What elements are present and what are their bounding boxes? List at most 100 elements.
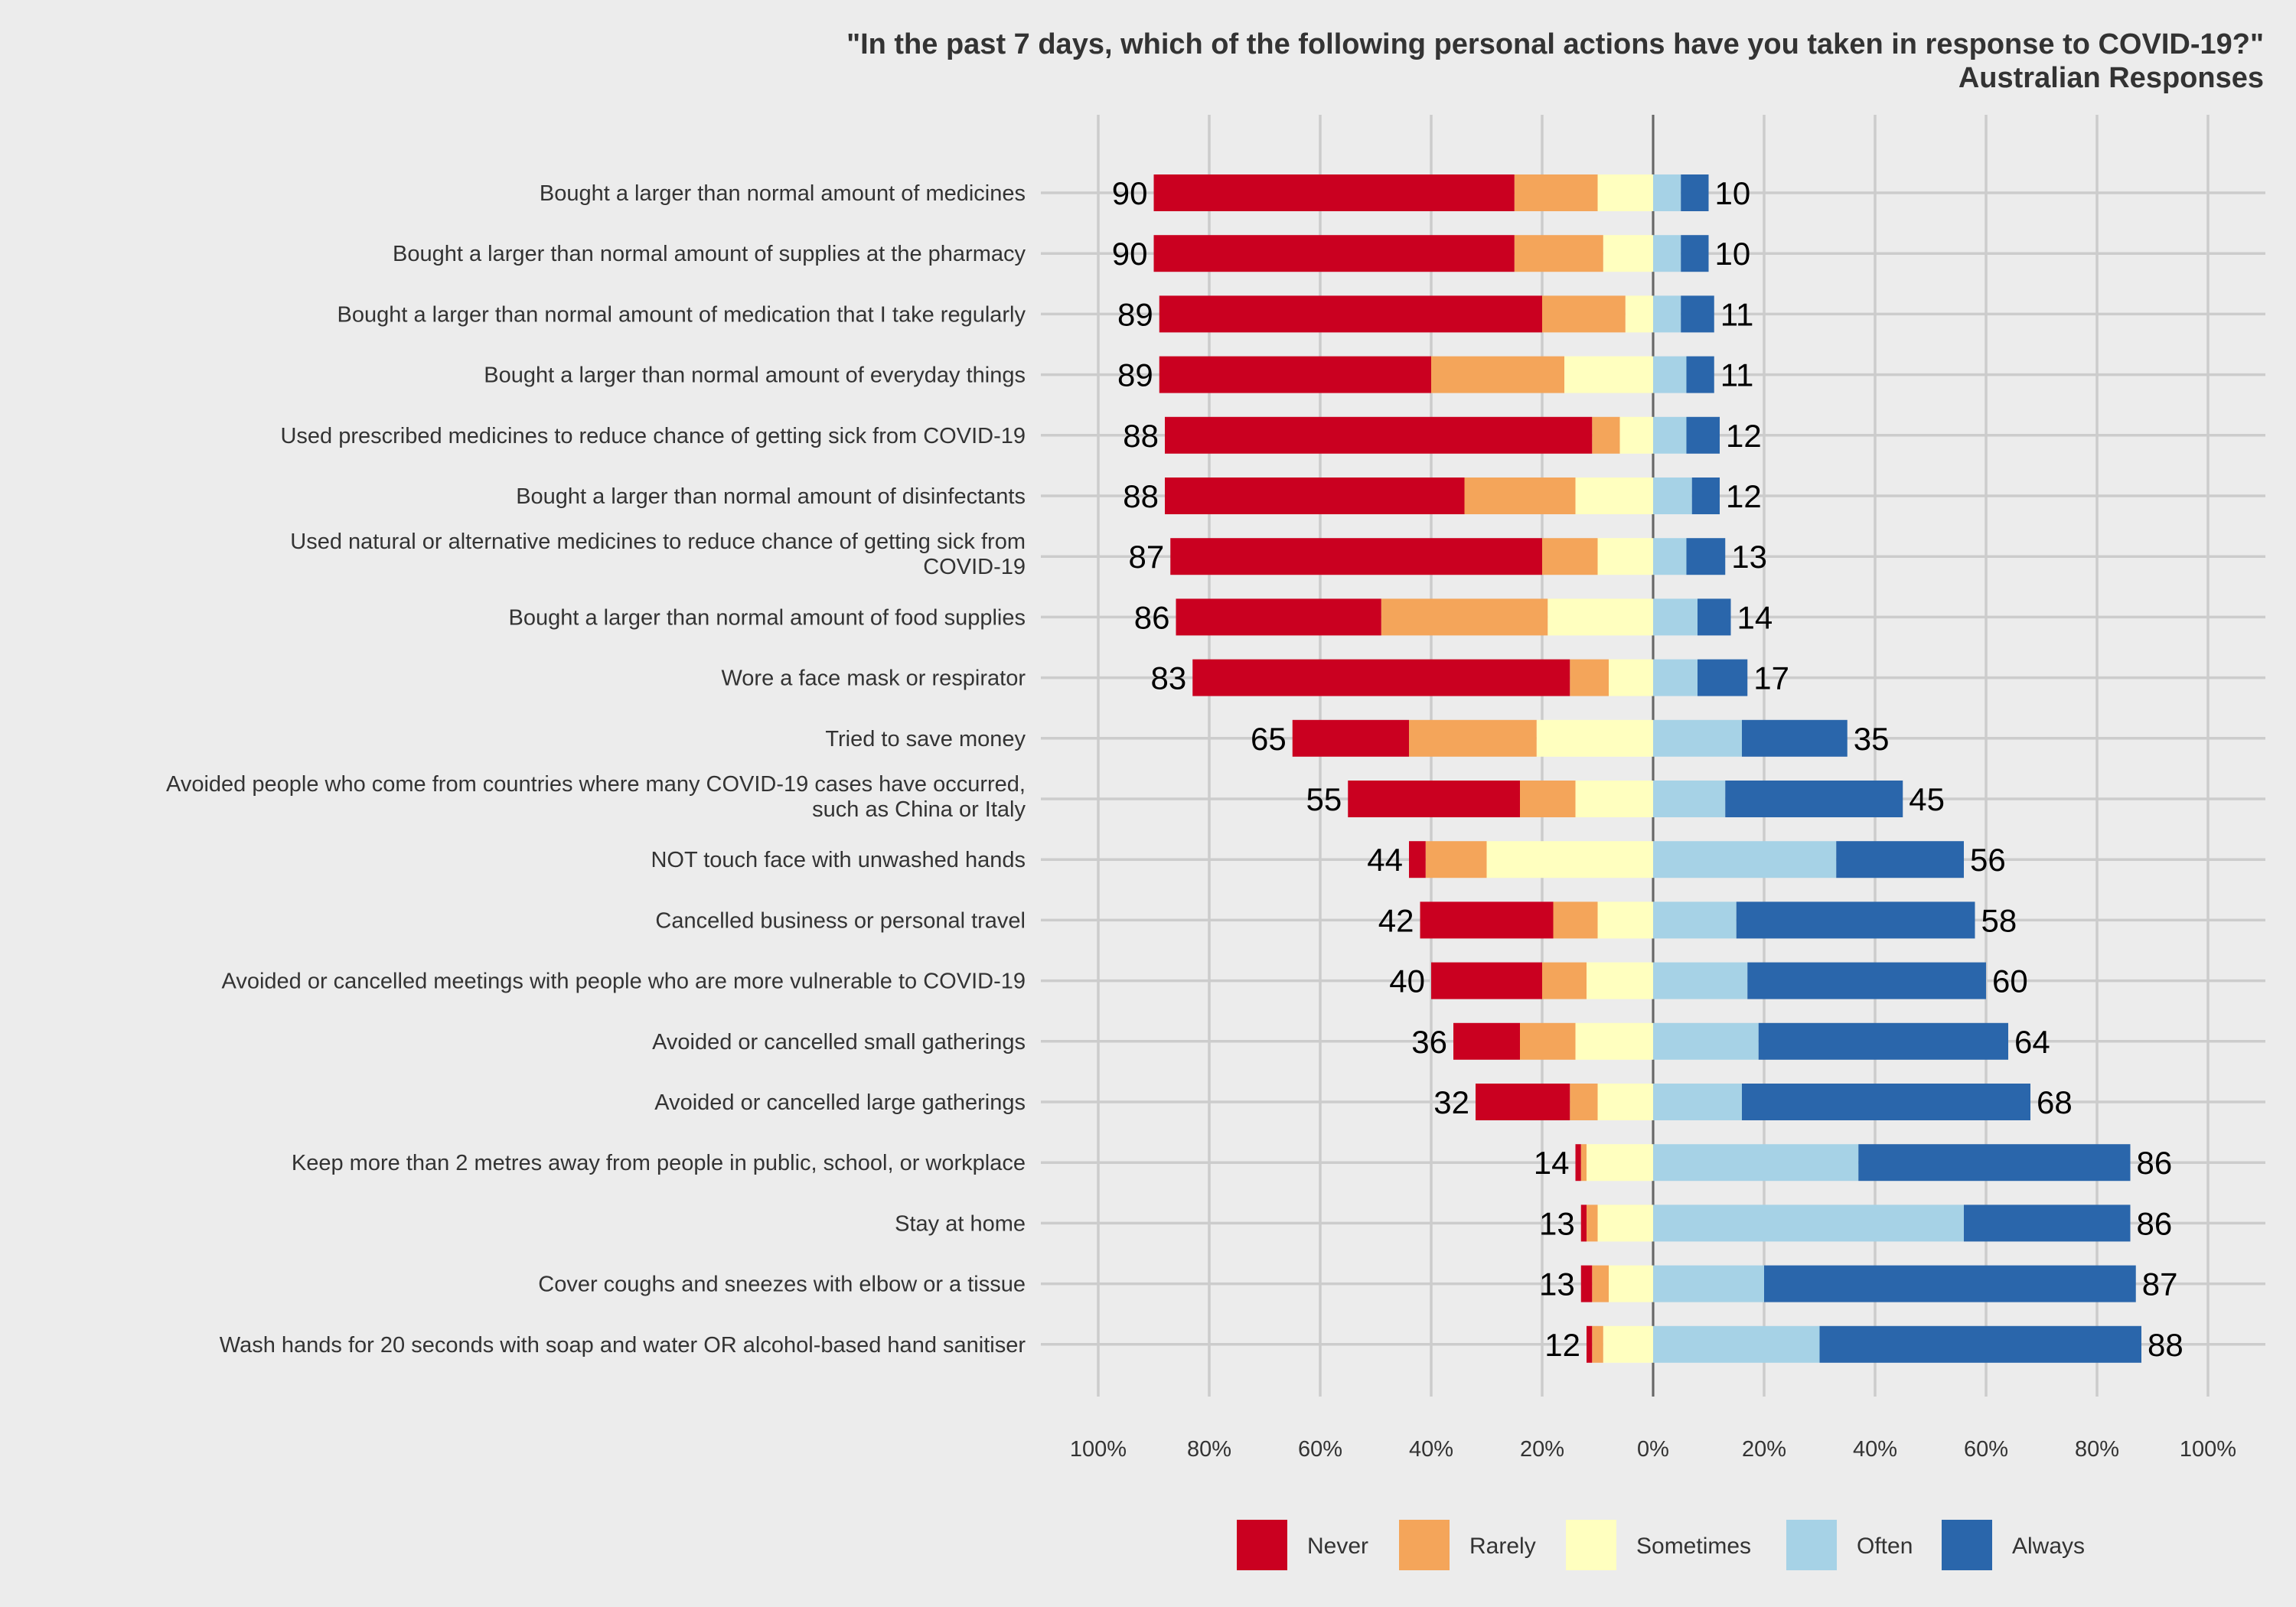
negative-total-label: 90	[1112, 236, 1148, 272]
bar-segment-rarely	[1514, 235, 1603, 272]
bar-segment-rarely	[1425, 841, 1487, 878]
negative-total-label: 83	[1151, 660, 1187, 696]
bar-segment-rarely	[1542, 538, 1598, 575]
bar-segment-sometimes	[1575, 478, 1653, 514]
legend-label-sometimes: Sometimes	[1636, 1534, 1751, 1559]
legend-swatch-never	[1237, 1520, 1287, 1570]
category-label: Used prescribed medicines to reduce chan…	[280, 424, 1026, 448]
bar-segment-always	[1747, 962, 1986, 999]
bar-segment-never	[1348, 781, 1520, 817]
category-label: Tried to save money	[825, 727, 1026, 751]
bar-segment-always	[1681, 235, 1709, 272]
category-label: Avoided or cancelled small gatherings	[652, 1030, 1026, 1054]
bar-segment-rarely	[1542, 295, 1626, 333]
bar-segment-always	[1758, 1022, 2008, 1060]
bar-segment-sometimes	[1587, 962, 1653, 999]
bar-segment-sometimes	[1609, 659, 1653, 696]
bar-segment-often	[1653, 901, 1737, 939]
bar-segment-never	[1170, 538, 1542, 575]
bar-segment-always	[1698, 598, 1731, 636]
negative-total-label: 36	[1411, 1024, 1447, 1060]
category-label: Used natural or alternative medicines to…	[290, 530, 1026, 554]
legend-label-often: Often	[1857, 1534, 1913, 1559]
bar-segment-never	[1192, 659, 1570, 696]
bar-segment-rarely	[1570, 659, 1609, 696]
bar-segment-often	[1653, 659, 1698, 696]
bar-segment-often	[1653, 1204, 1964, 1242]
bar-segment-often	[1653, 295, 1681, 333]
bar-segment-always	[1691, 478, 1720, 514]
bar-segment-always	[1698, 659, 1748, 696]
bar-segment-never	[1159, 356, 1431, 393]
bar-segment-rarely	[1409, 719, 1537, 757]
negative-total-label: 88	[1123, 418, 1159, 454]
category-label: Stay at home	[895, 1211, 1026, 1236]
bar-segment-rarely	[1553, 901, 1598, 939]
positive-total-label: 45	[1909, 781, 1945, 817]
category-label: Wash hands for 20 seconds with soap and …	[220, 1333, 1026, 1358]
bar-segment-often	[1653, 174, 1681, 211]
positive-total-label: 87	[2142, 1266, 2178, 1302]
bar-segment-rarely	[1592, 1325, 1603, 1363]
bar-segment-sometimes	[1597, 538, 1653, 575]
bar-segment-never	[1575, 1144, 1581, 1182]
x-tick-label: 20%	[1742, 1437, 1786, 1462]
bar-segment-sometimes	[1609, 1265, 1653, 1302]
category-label: Avoided or cancelled meetings with peopl…	[222, 970, 1026, 994]
bar-segment-sometimes	[1597, 1084, 1653, 1120]
positive-total-label: 10	[1715, 236, 1751, 272]
negative-total-label: 89	[1117, 357, 1153, 393]
bar-segment-always	[1764, 1265, 2136, 1302]
negative-total-label: 55	[1306, 781, 1342, 817]
category-label: Bought a larger than normal amount of su…	[393, 242, 1026, 266]
bar-segment-always	[1686, 538, 1726, 575]
bar-segment-rarely	[1570, 1084, 1598, 1120]
bar-segment-often	[1653, 356, 1687, 393]
bar-segment-sometimes	[1597, 174, 1653, 211]
bar-segment-never	[1165, 416, 1593, 454]
x-tick-label: 20%	[1520, 1437, 1564, 1462]
bar-segment-often	[1653, 1022, 1759, 1060]
bar-segment-always	[1858, 1144, 2131, 1182]
bar-segment-sometimes	[1575, 781, 1653, 817]
bar-segment-rarely	[1520, 1022, 1576, 1060]
bar-segment-rarely	[1592, 416, 1620, 454]
category-label: Cancelled business or personal travel	[655, 908, 1026, 933]
bar-segment-never	[1409, 841, 1426, 878]
bar-segment-often	[1653, 1325, 1820, 1363]
bar-segment-never	[1580, 1204, 1587, 1242]
negative-total-label: 13	[1539, 1205, 1575, 1241]
bar-segment-often	[1653, 841, 1837, 878]
legend-swatch-sometimes	[1566, 1520, 1616, 1570]
category-label: Avoided or cancelled large gatherings	[654, 1090, 1026, 1115]
x-tick-label: 100%	[1070, 1437, 1127, 1462]
bar-segment-often	[1653, 416, 1687, 454]
positive-total-label: 11	[1720, 357, 1754, 393]
category-label: Bought a larger than normal amount of ev…	[484, 363, 1026, 388]
bar-rows: 90 10 90 10 89 11 89 11 88 12 88 12 87 13 86 14 83 17 65 35…	[1112, 174, 2183, 1363]
x-tick-label: 100%	[2180, 1437, 2236, 1462]
legend: Never Rarely Sometimes Often Always	[1237, 1520, 2085, 1570]
bar-segment-always	[1681, 295, 1714, 333]
bar-segment-rarely	[1587, 1204, 1598, 1242]
bar-segment-always	[1736, 901, 1975, 939]
positive-total-label: 68	[2037, 1084, 2073, 1120]
x-tick-label: 40%	[1409, 1437, 1453, 1462]
bar-segment-sometimes	[1587, 1144, 1653, 1182]
negative-total-label: 12	[1544, 1327, 1580, 1363]
bar-segment-always	[1836, 841, 1964, 878]
bar-segment-never	[1153, 174, 1515, 211]
category-label: Bought a larger than normal amount of fo…	[509, 605, 1026, 630]
legend-label-rarely: Rarely	[1469, 1534, 1536, 1559]
positive-total-label: 17	[1753, 660, 1789, 696]
bar-segment-rarely	[1592, 1265, 1609, 1302]
bar-segment-never	[1453, 1022, 1520, 1060]
x-tick-label: 60%	[1964, 1437, 2008, 1462]
negative-total-label: 88	[1123, 478, 1159, 514]
x-tick-label: 60%	[1298, 1437, 1342, 1462]
chart-title: "In the past 7 days, which of the follow…	[846, 28, 2264, 60]
bar-segment-sometimes	[1597, 1204, 1653, 1242]
bar-segment-never	[1580, 1265, 1593, 1302]
bar-segment-always	[1742, 1084, 2030, 1120]
